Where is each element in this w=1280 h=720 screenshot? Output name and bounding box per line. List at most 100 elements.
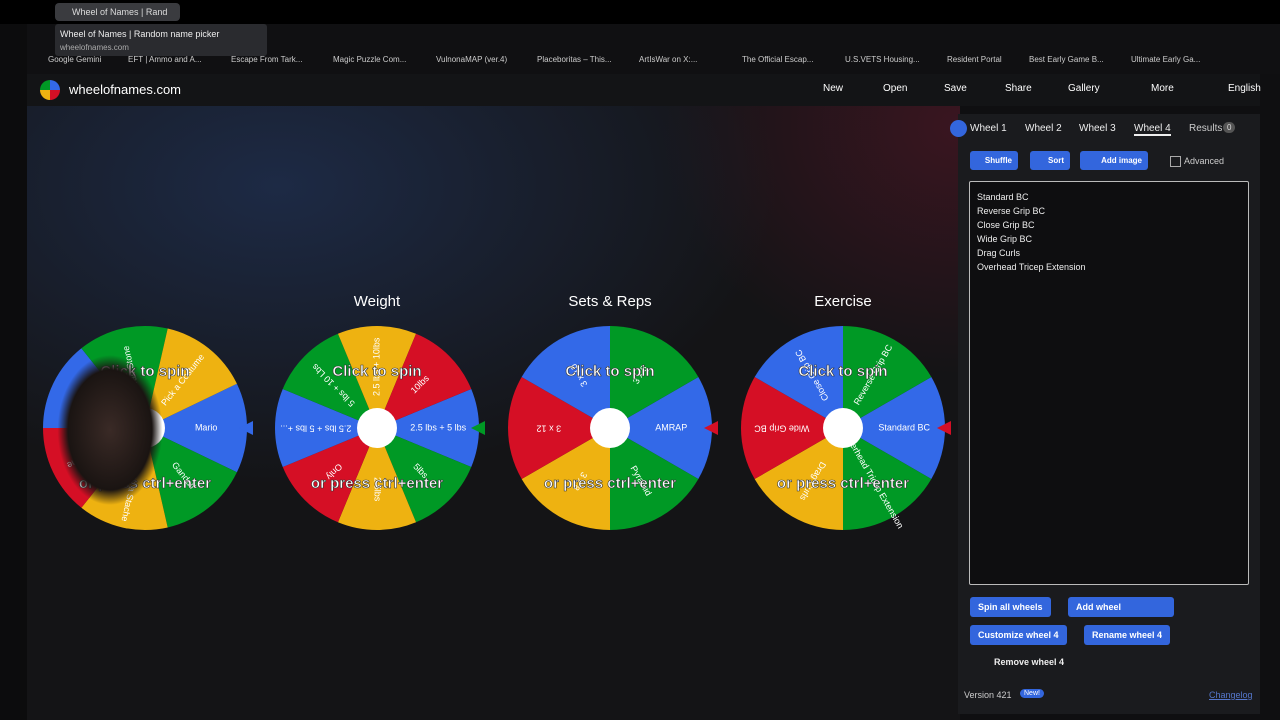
segment-label: 2.5lbs bbox=[373, 477, 383, 502]
segment-label: 2.5 lbs + 10lbs bbox=[371, 337, 381, 396]
bookmark[interactable]: Placeboritas – This... bbox=[537, 55, 612, 64]
entry: Reverse Grip BC bbox=[977, 206, 1046, 216]
tool-button[interactable]: Add image bbox=[1080, 151, 1148, 170]
bookmark[interactable]: Resident Portal bbox=[947, 55, 1002, 64]
changelog-link[interactable]: Changelog bbox=[1209, 690, 1253, 700]
nav-item[interactable]: Gallery bbox=[1068, 83, 1100, 94]
wheel-pointer bbox=[937, 421, 951, 435]
results-tab[interactable]: Results bbox=[1189, 123, 1223, 134]
wheel-segment bbox=[377, 428, 472, 523]
remove-button[interactable]: Remove wheel 4 bbox=[994, 657, 1065, 667]
advanced-label[interactable]: Advanced bbox=[1184, 156, 1225, 166]
wheel-segment bbox=[521, 326, 610, 428]
rename-button[interactable]: Rename wheel 4 bbox=[1084, 625, 1171, 645]
wheel-pointer bbox=[704, 421, 718, 435]
wheel-segment bbox=[508, 377, 610, 479]
segment-label: 3 x 12 bbox=[537, 424, 562, 434]
wheel-title: Sets & Reps bbox=[568, 293, 651, 310]
wheel-hub bbox=[357, 408, 397, 448]
wheel-segment bbox=[610, 428, 699, 530]
collapse-button[interactable] bbox=[950, 120, 967, 137]
spin-hint: or press ctrl+enter bbox=[777, 475, 909, 492]
spin-hint: or press ctrl+enter bbox=[311, 475, 443, 492]
spin-prompt: Click to spin bbox=[565, 363, 654, 380]
wheel-segment bbox=[282, 428, 377, 523]
bookmark[interactable]: U.S.VETS Housing... bbox=[845, 55, 920, 64]
wheel-segment bbox=[754, 326, 843, 428]
bookmark[interactable]: Escape From Tark... bbox=[231, 55, 303, 64]
wheel-tab[interactable]: Wheel 1 bbox=[970, 123, 1007, 134]
wheel-segment bbox=[843, 326, 932, 428]
bookmark[interactable]: The Official Escap... bbox=[742, 55, 814, 64]
segment-label: 2.5 lbs + 5 lbs +... bbox=[280, 424, 351, 434]
nav-item[interactable]: Share bbox=[1005, 83, 1032, 94]
bookmark[interactable]: Google Gemini bbox=[48, 55, 102, 64]
spin-hint: or press ctrl+enter bbox=[544, 475, 676, 492]
segment-label: AMRAP bbox=[655, 422, 687, 432]
bookmark[interactable]: EFT | Ammo and A... bbox=[128, 55, 202, 64]
entry: Overhead Tricep Extension bbox=[977, 262, 1086, 272]
tool-button[interactable]: Sort bbox=[1030, 151, 1070, 170]
entry: Wide Grip BC bbox=[977, 234, 1033, 244]
entries-textarea[interactable] bbox=[969, 181, 1249, 585]
entry: Drag Curls bbox=[977, 248, 1021, 258]
wheel-segment bbox=[754, 428, 843, 531]
segment-label: Wide Grip BC bbox=[754, 424, 810, 434]
nav-item[interactable]: Save bbox=[944, 83, 967, 94]
tooltip-url: wheelofnames.com bbox=[60, 43, 129, 52]
wheel-segment bbox=[282, 333, 377, 428]
wheel-segment bbox=[377, 388, 480, 468]
wheel-segment bbox=[843, 377, 946, 479]
entry: Standard BC bbox=[977, 192, 1029, 202]
results-count: 0 bbox=[1223, 122, 1236, 133]
bookmark[interactable]: Ultimate Early Ga... bbox=[1131, 55, 1201, 64]
wheel-segment bbox=[740, 377, 843, 479]
wheel-tab[interactable]: Wheel 4 bbox=[1134, 123, 1171, 136]
wheel-segment bbox=[337, 428, 417, 530]
wheel-tab[interactable]: Wheel 3 bbox=[1079, 123, 1116, 134]
wheel-hub bbox=[590, 408, 630, 448]
segment-label: 2.5 lbs + 5 lbs bbox=[410, 422, 466, 432]
tab-bar bbox=[0, 0, 1280, 24]
bookmark[interactable]: Magic Puzzle Com... bbox=[333, 55, 407, 64]
tooltip bbox=[55, 24, 267, 56]
wheel-title: Exercise bbox=[814, 293, 872, 310]
wheel-segment bbox=[377, 333, 472, 428]
wheel-tab[interactable]: Wheel 2 bbox=[1025, 123, 1062, 134]
webcam-overlay bbox=[0, 320, 240, 530]
nav-item[interactable]: New bbox=[823, 83, 844, 94]
wheel-segment bbox=[843, 428, 932, 530]
customize-button[interactable]: Customize wheel 4 bbox=[970, 625, 1067, 645]
bookmark[interactable]: Best Early Game B... bbox=[1029, 55, 1104, 64]
spin-all-button[interactable]: Spin all wheels bbox=[970, 597, 1051, 617]
wheel-hub bbox=[823, 408, 863, 448]
site-name[interactable]: wheelofnames.com bbox=[69, 82, 181, 97]
wheel-segment bbox=[610, 377, 713, 479]
version: Version 421 bbox=[964, 690, 1012, 700]
advanced-checkbox[interactable] bbox=[1170, 156, 1181, 167]
entry: Close Grip BC bbox=[977, 220, 1035, 230]
wheel-pointer bbox=[471, 421, 485, 435]
bookmark[interactable]: VulnonaMAP (ver.4) bbox=[436, 55, 508, 64]
add-wheel-button[interactable]: Add wheel bbox=[1068, 597, 1174, 617]
logo[interactable] bbox=[40, 80, 60, 100]
segment-label: Standard BC bbox=[878, 422, 930, 432]
nav-item[interactable]: English bbox=[1228, 83, 1261, 94]
spin-prompt: Click to spin bbox=[332, 363, 421, 380]
nav-item[interactable]: More bbox=[1151, 83, 1174, 94]
tool-button[interactable]: Shuffle bbox=[970, 151, 1018, 170]
tooltip-title: Wheel of Names | Random name picker bbox=[60, 29, 220, 39]
tab-title[interactable]: Wheel of Names | Rand bbox=[72, 7, 168, 17]
wheel-segment bbox=[274, 388, 377, 468]
nav-item[interactable]: Open bbox=[883, 83, 908, 94]
wheel-segment bbox=[521, 428, 610, 531]
bookmark[interactable]: ArtIsWar on X:... bbox=[639, 55, 698, 64]
wheel-segment bbox=[337, 326, 417, 428]
spin-prompt: Click to spin bbox=[798, 363, 887, 380]
tab[interactable] bbox=[55, 3, 180, 21]
site-header bbox=[27, 74, 1260, 106]
